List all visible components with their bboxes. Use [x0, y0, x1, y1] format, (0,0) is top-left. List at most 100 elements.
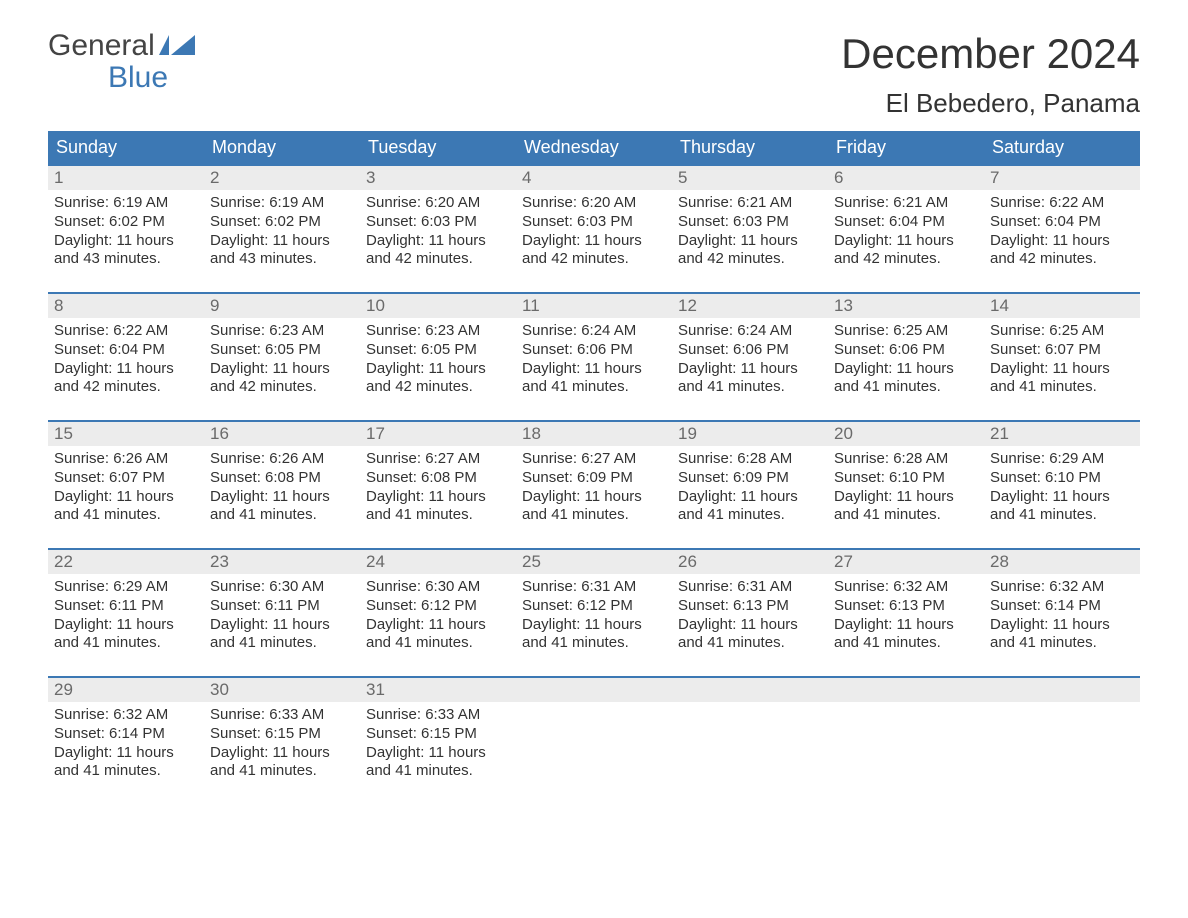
day-number: 20	[828, 422, 984, 446]
sunrise-line: Sunrise: 6:25 AM	[990, 322, 1134, 341]
daylight-line: Daylight: 11 hours and 41 minutes.	[210, 488, 354, 526]
calendar-day-cell: 16Sunrise: 6:26 AMSunset: 6:08 PMDayligh…	[204, 422, 360, 548]
day-details: Sunrise: 6:30 AMSunset: 6:11 PMDaylight:…	[204, 574, 360, 661]
day-details: Sunrise: 6:31 AMSunset: 6:12 PMDaylight:…	[516, 574, 672, 661]
sunset-line: Sunset: 6:13 PM	[834, 597, 978, 616]
calendar-day-cell: 10Sunrise: 6:23 AMSunset: 6:05 PMDayligh…	[360, 294, 516, 420]
sunrise-line: Sunrise: 6:30 AM	[366, 578, 510, 597]
day-number: 17	[360, 422, 516, 446]
day-details: Sunrise: 6:21 AMSunset: 6:04 PMDaylight:…	[828, 190, 984, 277]
logo-text-1: General	[48, 30, 155, 62]
daylight-line: Daylight: 11 hours and 43 minutes.	[210, 232, 354, 270]
sunrise-line: Sunrise: 6:23 AM	[366, 322, 510, 341]
sunset-line: Sunset: 6:04 PM	[990, 213, 1134, 232]
daylight-line: Daylight: 11 hours and 41 minutes.	[54, 616, 198, 654]
calendar-day-cell: 14 Sunrise: 6:25 AMSunset: 6:07 PMDayligh…	[984, 294, 1140, 420]
day-details: Sunrise: 6:26 AMSunset: 6:08 PMDaylight:…	[204, 446, 360, 533]
day-details: Sunrise: 6:19 AMSunset: 6:02 PMDaylight:…	[48, 190, 204, 277]
sunset-line: Sunset: 6:10 PM	[990, 469, 1134, 488]
sunrise-line: Sunrise: 6:21 AM	[678, 194, 822, 213]
day-number	[672, 678, 828, 702]
sunrise-line: Sunrise: 6:33 AM	[210, 706, 354, 725]
day-details: Sunrise: 6:28 AMSunset: 6:09 PMDaylight:…	[672, 446, 828, 533]
day-details: Sunrise: 6:33 AMSunset: 6:15 PMDaylight:…	[204, 702, 360, 789]
day-number: 8	[48, 294, 204, 318]
calendar-day-cell: 2Sunrise: 6:19 AMSunset: 6:02 PMDaylight…	[204, 166, 360, 292]
day-details: Sunrise: 6:23 AMSunset: 6:05 PMDaylight:…	[204, 318, 360, 405]
sunset-line: Sunset: 6:06 PM	[834, 341, 978, 360]
sunrise-line: Sunrise: 6:20 AM	[522, 194, 666, 213]
sunrise-line: Sunrise: 6:22 AM	[54, 322, 198, 341]
day-number: 5	[672, 166, 828, 190]
day-number: 13	[828, 294, 984, 318]
calendar-week: 22Sunrise: 6:29 AMSunset: 6:11 PMDayligh…	[48, 548, 1140, 676]
daylight-line: Daylight: 11 hours and 42 minutes.	[834, 232, 978, 270]
calendar-day-cell: 31Sunrise: 6:33 AMSunset: 6:15 PMDayligh…	[360, 678, 516, 804]
daylight-line: Daylight: 11 hours and 42 minutes.	[54, 360, 198, 398]
daylight-line: Daylight: 11 hours and 42 minutes.	[366, 360, 510, 398]
day-number: 31	[360, 678, 516, 702]
day-number: 16	[204, 422, 360, 446]
calendar-day-cell: 23Sunrise: 6:30 AMSunset: 6:11 PMDayligh…	[204, 550, 360, 676]
daylight-line: Daylight: 11 hours and 41 minutes.	[210, 744, 354, 782]
daylight-line: Daylight: 11 hours and 41 minutes.	[678, 360, 822, 398]
calendar-day-cell: 22Sunrise: 6:29 AMSunset: 6:11 PMDayligh…	[48, 550, 204, 676]
calendar-day-cell: 27Sunrise: 6:32 AMSunset: 6:13 PMDayligh…	[828, 550, 984, 676]
calendar-day-cell: 11Sunrise: 6:24 AMSunset: 6:06 PMDayligh…	[516, 294, 672, 420]
sunrise-line: Sunrise: 6:33 AM	[366, 706, 510, 725]
sunset-line: Sunset: 6:10 PM	[834, 469, 978, 488]
day-number: 18	[516, 422, 672, 446]
sunset-line: Sunset: 6:13 PM	[678, 597, 822, 616]
calendar-header-cell: Tuesday	[360, 131, 516, 164]
sunrise-line: Sunrise: 6:24 AM	[522, 322, 666, 341]
sunset-line: Sunset: 6:05 PM	[210, 341, 354, 360]
daylight-line: Daylight: 11 hours and 41 minutes.	[834, 360, 978, 398]
day-details: Sunrise: 6:32 AMSunset: 6:14 PMDaylight:…	[984, 574, 1140, 661]
day-number: 3	[360, 166, 516, 190]
sunrise-line: Sunrise: 6:21 AM	[834, 194, 978, 213]
sunrise-line: Sunrise: 6:28 AM	[678, 450, 822, 469]
day-number: 28	[984, 550, 1140, 574]
daylight-line: Daylight: 11 hours and 41 minutes.	[54, 744, 198, 782]
daylight-line: Daylight: 11 hours and 41 minutes.	[990, 360, 1134, 398]
daylight-line: Daylight: 11 hours and 41 minutes.	[366, 744, 510, 782]
daylight-line: Daylight: 11 hours and 41 minutes.	[678, 488, 822, 526]
sunrise-line: Sunrise: 6:22 AM	[990, 194, 1134, 213]
calendar-day-cell: 13Sunrise: 6:25 AMSunset: 6:06 PMDayligh…	[828, 294, 984, 420]
sunset-line: Sunset: 6:08 PM	[210, 469, 354, 488]
sunset-line: Sunset: 6:14 PM	[990, 597, 1134, 616]
calendar-header-cell: Thursday	[672, 131, 828, 164]
sunset-line: Sunset: 6:08 PM	[366, 469, 510, 488]
calendar-header-cell: Monday	[204, 131, 360, 164]
day-number: 15	[48, 422, 204, 446]
sunset-line: Sunset: 6:03 PM	[522, 213, 666, 232]
day-number: 25	[516, 550, 672, 574]
calendar-week: 8Sunrise: 6:22 AMSunset: 6:04 PMDaylight…	[48, 292, 1140, 420]
sunrise-line: Sunrise: 6:27 AM	[522, 450, 666, 469]
day-number: 9	[204, 294, 360, 318]
sunrise-line: Sunrise: 6:28 AM	[834, 450, 978, 469]
sunrise-line: Sunrise: 6:30 AM	[210, 578, 354, 597]
sunset-line: Sunset: 6:06 PM	[678, 341, 822, 360]
sunset-line: Sunset: 6:03 PM	[366, 213, 510, 232]
daylight-line: Daylight: 11 hours and 41 minutes.	[834, 616, 978, 654]
sunrise-line: Sunrise: 6:31 AM	[522, 578, 666, 597]
sunrise-line: Sunrise: 6:32 AM	[834, 578, 978, 597]
calendar-day-cell: 28Sunrise: 6:32 AMSunset: 6:14 PMDayligh…	[984, 550, 1140, 676]
day-details: Sunrise: 6:24 AMSunset: 6:06 PMDaylight:…	[672, 318, 828, 405]
sunrise-line: Sunrise: 6:32 AM	[54, 706, 198, 725]
day-number: 29	[48, 678, 204, 702]
daylight-line: Daylight: 11 hours and 41 minutes.	[522, 488, 666, 526]
sunset-line: Sunset: 6:02 PM	[54, 213, 198, 232]
day-number: 11	[516, 294, 672, 318]
daylight-line: Daylight: 11 hours and 41 minutes.	[366, 488, 510, 526]
sunset-line: Sunset: 6:05 PM	[366, 341, 510, 360]
calendar-header-row: SundayMondayTuesdayWednesdayThursdayFrid…	[48, 131, 1140, 164]
calendar-day-cell	[984, 678, 1140, 804]
calendar-week: 15Sunrise: 6:26 AMSunset: 6:07 PMDayligh…	[48, 420, 1140, 548]
day-details	[828, 702, 984, 782]
sunset-line: Sunset: 6:07 PM	[990, 341, 1134, 360]
sunrise-line: Sunrise: 6:29 AM	[54, 578, 198, 597]
day-number: 14	[984, 294, 1140, 318]
calendar-day-cell: 19Sunrise: 6:28 AMSunset: 6:09 PMDayligh…	[672, 422, 828, 548]
